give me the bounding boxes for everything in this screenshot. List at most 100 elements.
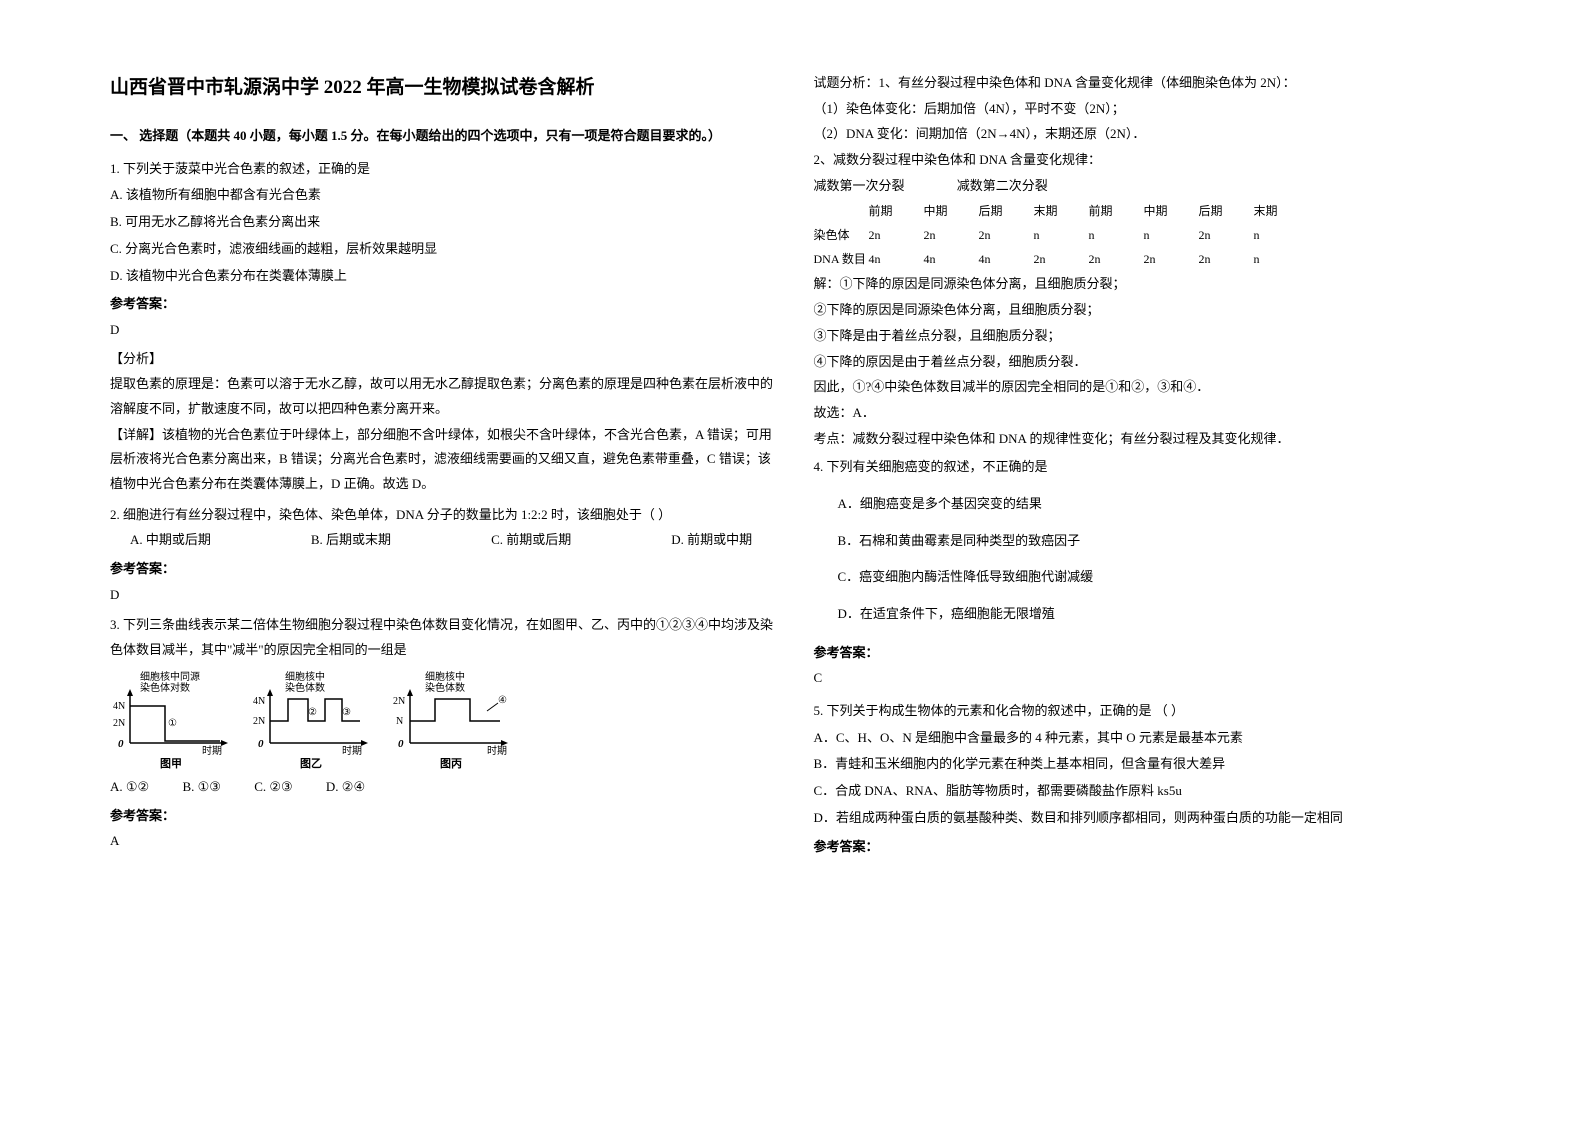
question-5: 5. 下列关于构成生物体的元素和化合物的叙述中，正确的是 （ ） A．C、H、O… <box>814 699 1478 859</box>
q1-option-c: C. 分离光合色素时，滤液细线画的越粗，层析效果越明显 <box>110 237 774 262</box>
q2-stem: 2. 细胞进行有丝分裂过程中，染色体、染色单体，DNA 分子的数量比为 1:2:… <box>110 503 774 528</box>
analysis-line-11: 故选：A． <box>814 401 1478 426</box>
analysis-line-6: 解：①下降的原因是同源染色体分离，且细胞质分裂； <box>814 272 1478 297</box>
dna-cell: n <box>1254 247 1309 271</box>
phase-cell: 末期 <box>1254 199 1309 223</box>
phase-cell: 末期 <box>1034 199 1089 223</box>
svg-text:时期: 时期 <box>202 745 222 757</box>
analysis-line-10: 因此，①?④中染色体数目减半的原因完全相同的是①和②，③和④． <box>814 375 1478 400</box>
chart-bing: 细胞核中 染色体数 2N N 0 ④ 时期 图丙 <box>390 671 520 771</box>
svg-text:2N: 2N <box>253 716 265 727</box>
q1-answer: D <box>110 318 774 343</box>
section-header: 一、 选择题（本题共 40 小题，每小题 1.5 分。在每小题给出的四个选项中，… <box>110 124 774 149</box>
phase-row: 前期 中期 后期 末期 前期 中期 后期 末期 <box>814 199 1478 223</box>
dna-row: DNA 数目 4n 4n 4n 2n 2n 2n 2n n <box>814 247 1478 271</box>
chr-cell: 2n <box>1199 223 1254 247</box>
svg-text:①: ① <box>168 718 177 729</box>
q2-option-a: A. 中期或后期 <box>130 528 211 553</box>
right-column: 试题分析：1、有丝分裂过程中染色体和 DNA 含量变化规律（体细胞染色体为 2N… <box>794 70 1498 1082</box>
svg-text:0: 0 <box>398 738 404 750</box>
svg-text:4N: 4N <box>253 696 265 707</box>
q2-option-d: D. 前期或中期 <box>671 528 752 553</box>
analysis-line-3: （2）DNA 变化：间期加倍（2N→4N），末期还原（2N）． <box>814 122 1478 147</box>
q5-stem: 5. 下列关于构成生物体的元素和化合物的叙述中，正确的是 （ ） <box>814 699 1478 724</box>
q1-analysis-text2: 【详解】该植物的光合色素位于叶绿体上，部分细胞不含叶绿体，如根尖不含叶绿体，不含… <box>110 423 774 497</box>
q3-option-c: C. ②③ <box>254 779 292 794</box>
dna-cell: 4n <box>869 247 924 271</box>
dna-cell: 2n <box>1199 247 1254 271</box>
q4-option-d: D．在适宜条件下，癌细胞能无限增殖 <box>814 602 1478 627</box>
q4-option-a: A．细胞癌变是多个基因突变的结果 <box>814 492 1478 517</box>
meiosis-header: 减数第一次分裂 减数第二次分裂 <box>814 174 1478 199</box>
chr-cell: n <box>1089 223 1144 247</box>
chr-cell: 2n <box>924 223 979 247</box>
svg-text:时期: 时期 <box>487 745 507 757</box>
svg-text:N: N <box>396 716 403 727</box>
q1-analysis-text1: 提取色素的原理是：色素可以溶于无水乙醇，故可以用无水乙醇提取色素；分离色素的原理… <box>110 372 774 421</box>
analysis-line-4: 2、减数分裂过程中染色体和 DNA 含量变化规律： <box>814 148 1478 173</box>
svg-text:4N: 4N <box>113 701 125 712</box>
svg-text:0: 0 <box>258 738 264 750</box>
analysis-line-9: ④下降的原因是由于着丝点分裂，细胞质分裂． <box>814 350 1478 375</box>
q3-option-d: D. ②④ <box>326 779 365 794</box>
svg-text:④: ④ <box>498 695 507 706</box>
analysis-line-2: （1）染色体变化：后期加倍（4N），平时不变（2N）； <box>814 97 1478 122</box>
q2-option-c: C. 前期或后期 <box>491 528 571 553</box>
chart-row: 细胞核中同源 染色体对数 4N 2N 0 ① 时期 图甲 <box>110 671 774 771</box>
svg-text:③: ③ <box>342 707 351 718</box>
svg-text:染色体对数: 染色体对数 <box>140 681 190 694</box>
q3-option-b: B. ①③ <box>182 779 220 794</box>
q3-answer-label: 参考答案： <box>110 804 774 829</box>
meiosis-2-label: 减数第二次分裂 <box>957 178 1048 193</box>
q3-options: A. ①② B. ①③ C. ②③ D. ②④ <box>110 775 774 800</box>
q1-option-a: A. 该植物所有细胞中都含有光合色素 <box>110 183 774 208</box>
svg-text:图甲: 图甲 <box>160 757 182 770</box>
svg-text:图乙: 图乙 <box>300 757 322 770</box>
q5-option-c: C．合成 DNA、RNA、脂肪等物质时，都需要磷酸盐作原料 ks5u <box>814 779 1478 804</box>
dna-cell: 2n <box>1034 247 1089 271</box>
q4-option-c: C．癌变细胞内酶活性降低导致细胞代谢减缓 <box>814 565 1478 590</box>
q5-answer-label: 参考答案： <box>814 835 1478 860</box>
svg-text:染色体数: 染色体数 <box>425 681 465 694</box>
q3-stem: 3. 下列三条曲线表示某二倍体生物细胞分裂过程中染色体数目变化情况，在如图甲、乙… <box>110 613 774 662</box>
question-3: 3. 下列三条曲线表示某二倍体生物细胞分裂过程中染色体数目变化情况，在如图甲、乙… <box>110 613 774 853</box>
phase-cell: 后期 <box>979 199 1034 223</box>
q1-option-d: D. 该植物中光合色素分布在类囊体薄膜上 <box>110 264 774 289</box>
svg-text:染色体数: 染色体数 <box>285 681 325 694</box>
svg-text:时期: 时期 <box>342 745 362 757</box>
chr-cell: n <box>1034 223 1089 247</box>
svg-text:②: ② <box>308 707 317 718</box>
analysis-line-12: 考点：减数分裂过程中染色体和 DNA 的规律性变化；有丝分裂过程及其变化规律． <box>814 427 1478 452</box>
svg-text:细胞核中: 细胞核中 <box>285 671 325 683</box>
meiosis-1-label: 减数第一次分裂 <box>814 174 954 199</box>
q1-analysis-label: 【分析】 <box>110 347 774 372</box>
svg-text:图丙: 图丙 <box>440 757 462 770</box>
q2-answer: D <box>110 583 774 608</box>
dna-cell: 2n <box>1144 247 1199 271</box>
svg-text:2N: 2N <box>393 696 405 707</box>
q4-answer-label: 参考答案： <box>814 641 1478 666</box>
q3-answer: A <box>110 829 774 854</box>
q4-answer: C <box>814 666 1478 691</box>
q1-answer-label: 参考答案： <box>110 292 774 317</box>
q4-option-b: B．石棉和黄曲霉素是同种类型的致癌因子 <box>814 529 1478 554</box>
dna-cell: 2n <box>1089 247 1144 271</box>
q1-stem: 1. 下列关于菠菜中光合色素的叙述，正确的是 <box>110 157 774 182</box>
analysis-line-1: 试题分析：1、有丝分裂过程中染色体和 DNA 含量变化规律（体细胞染色体为 2N… <box>814 71 1478 96</box>
q4-stem: 4. 下列有关细胞癌变的叙述，不正确的是 <box>814 455 1478 480</box>
phase-cell: 后期 <box>1199 199 1254 223</box>
dna-label: DNA 数目 <box>814 247 869 271</box>
phase-cell: 中期 <box>1144 199 1199 223</box>
dna-cell: 4n <box>924 247 979 271</box>
q2-option-b: B. 后期或末期 <box>311 528 391 553</box>
q5-option-d: D．若组成两种蛋白质的氨基酸种类、数目和排列顺序都相同，则两种蛋白质的功能一定相… <box>814 806 1478 831</box>
q3-option-a: A. ①② <box>110 779 149 794</box>
question-1: 1. 下列关于菠菜中光合色素的叙述，正确的是 A. 该植物所有细胞中都含有光合色… <box>110 157 774 497</box>
chr-cell: n <box>1254 223 1309 247</box>
phase-cell: 前期 <box>1089 199 1144 223</box>
q1-option-b: B. 可用无水乙醇将光合色素分离出来 <box>110 210 774 235</box>
left-column: 山西省晋中市轧源涡中学 2022 年高一生物模拟试卷含解析 一、 选择题（本题共… <box>90 70 794 1082</box>
exam-title: 山西省晋中市轧源涡中学 2022 年高一生物模拟试卷含解析 <box>110 70 774 106</box>
analysis-line-8: ③下降是由于着丝点分裂，且细胞质分裂； <box>814 324 1478 349</box>
svg-text:细胞核中: 细胞核中 <box>425 671 465 683</box>
